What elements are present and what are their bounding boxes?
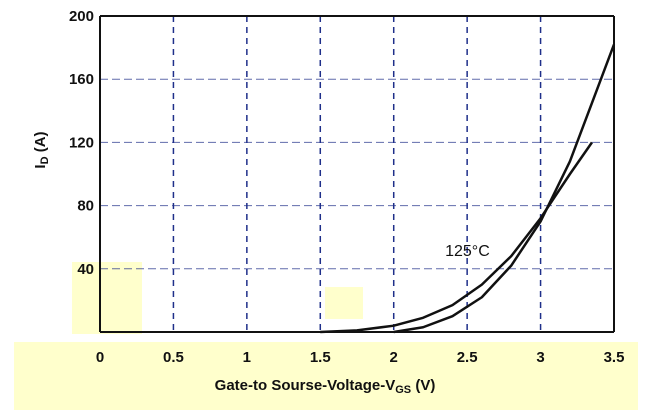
x-tick-label-7: 3.5: [604, 349, 625, 366]
grid-lines: [100, 16, 614, 332]
highlight-band-bottom: [14, 342, 638, 410]
x-tick-label-5: 2.5: [457, 349, 478, 366]
y-tick-label-2: 120: [69, 134, 94, 151]
annotation-125c: 125°C: [445, 243, 490, 260]
x-tick-label-4: 2: [390, 349, 398, 366]
x-tick-label-0: 0: [96, 349, 104, 366]
y-tick-label-1: 80: [77, 198, 94, 215]
x-axis-title: Gate-to Sourse-Voltage-VGS (V): [215, 377, 436, 396]
x-tick-label-3: 1.5: [310, 349, 331, 366]
y-tick-label-3: 160: [69, 71, 94, 88]
plot-frame: [99, 15, 615, 333]
x-tick-labels: 0 0.5 1 1.5 2 2.5 3 3.5: [96, 349, 625, 366]
highlight-patch-left: [72, 262, 142, 334]
x-tick-label-1: 0.5: [163, 349, 184, 366]
y-tick-labels: 40 80 120 160 200: [69, 8, 94, 278]
curves: [320, 43, 616, 334]
x-tick-label-2: 1: [243, 349, 251, 366]
y-tick-label-0: 40: [77, 261, 94, 278]
series-line-0: [320, 141, 593, 334]
y-axis-title: ID (A): [32, 131, 51, 168]
x-tick-label-6: 3: [536, 349, 544, 366]
y-tick-label-4: 200: [69, 8, 94, 25]
highlight-patch-mid: [325, 287, 363, 319]
series-line-1: [393, 43, 616, 334]
